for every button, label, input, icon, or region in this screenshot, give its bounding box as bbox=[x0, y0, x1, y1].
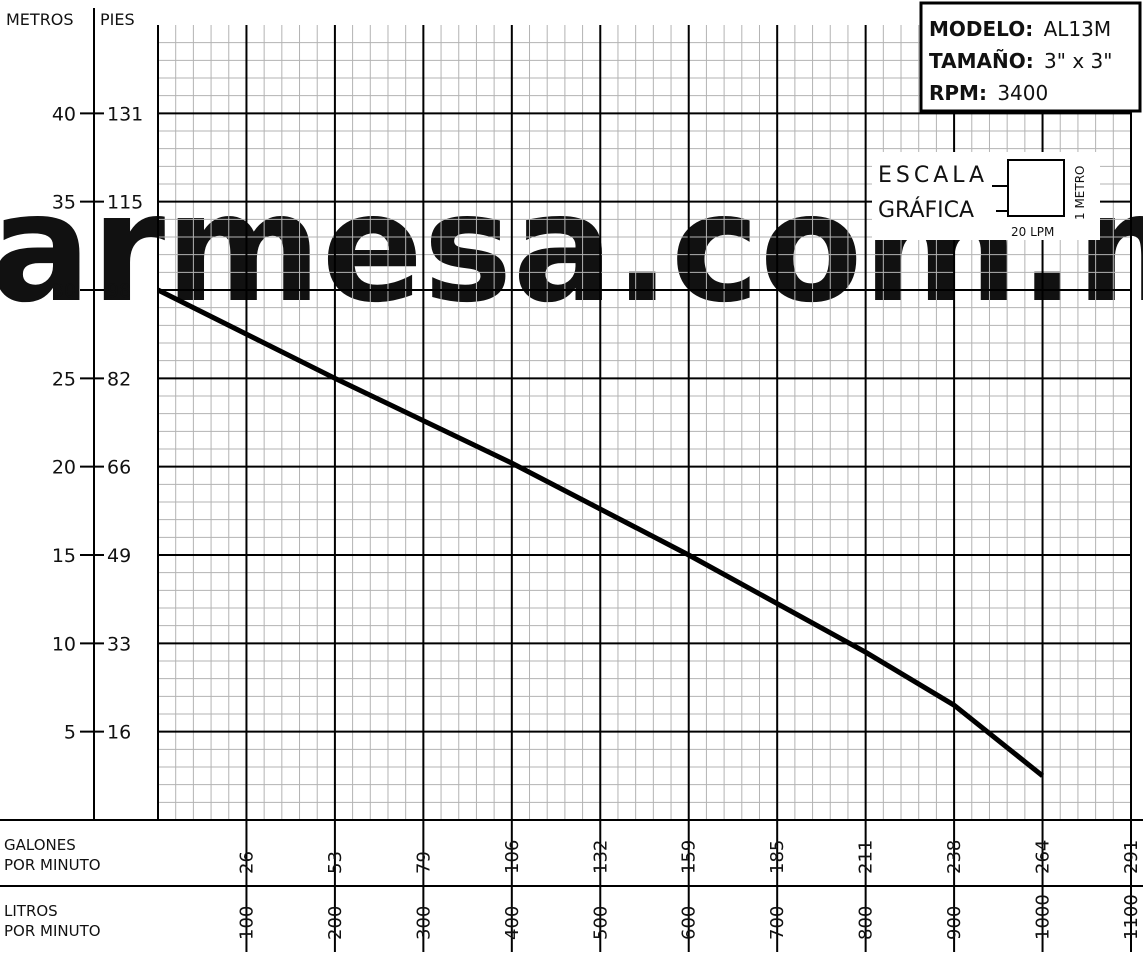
lpm-label-line2: POR MINUTO bbox=[4, 922, 101, 940]
y-tick-label-metros: 30 bbox=[52, 280, 76, 302]
x-tick-label-gpm: 79 bbox=[413, 851, 434, 874]
y-tick-label-pies: 98 bbox=[107, 280, 131, 302]
x-tick-label-gpm: 185 bbox=[767, 840, 788, 874]
model-line: MODELO: AL13M bbox=[929, 17, 1111, 41]
x-tick-label-gpm: 159 bbox=[679, 840, 700, 874]
y-tick-label-metros: 35 bbox=[52, 192, 76, 214]
rpm-value: 3400 bbox=[997, 81, 1048, 105]
lpm-label-line1: LITROS bbox=[4, 902, 58, 920]
x-tick-label-lpm: 900 bbox=[944, 906, 965, 940]
model-label: MODELO: bbox=[929, 17, 1033, 41]
y-tick-label-pies: 16 bbox=[107, 722, 131, 744]
x-tick-label-gpm: 291 bbox=[1121, 840, 1142, 874]
gpm-label-line2: POR MINUTO bbox=[4, 856, 101, 874]
x-tick-label-gpm: 26 bbox=[236, 851, 257, 874]
x-tick-label-lpm: 100 bbox=[236, 906, 257, 940]
y-tick-label-pies: 82 bbox=[107, 368, 131, 390]
y-tick-label-pies: 131 bbox=[107, 103, 143, 125]
scale-square bbox=[1008, 160, 1064, 216]
metros-header: METROS bbox=[6, 10, 74, 29]
y-tick-label-metros: 15 bbox=[52, 545, 76, 567]
scale-vertical-label: 1 METRO bbox=[1073, 166, 1087, 221]
x-tick-label-lpm: 1000 bbox=[1033, 894, 1054, 940]
x-tick-label-gpm: 238 bbox=[944, 840, 965, 874]
y-tick-label-metros: 5 bbox=[64, 722, 76, 744]
minor-grid bbox=[158, 25, 1131, 820]
model-value: AL13M bbox=[1044, 17, 1112, 41]
size-line: TAMAÑO: 3" x 3" bbox=[929, 49, 1112, 73]
x-tick-label-lpm: 1100 bbox=[1121, 894, 1142, 940]
rpm-line: RPM: 3400 bbox=[929, 81, 1048, 105]
x-tick-label-lpm: 800 bbox=[856, 906, 877, 940]
gpm-label-line1: GALONES bbox=[4, 836, 76, 854]
scale-legend-line2: GRÁFICA bbox=[878, 197, 974, 223]
y-tick-label-pies: 49 bbox=[107, 545, 131, 567]
model-info-box: MODELO: AL13M TAMAÑO: 3" x 3" RPM: 3400 bbox=[921, 3, 1140, 111]
scale-legend-line1: ESCALA bbox=[878, 163, 988, 188]
x-tick-label-lpm: 200 bbox=[325, 906, 346, 940]
x-tick-label-lpm: 500 bbox=[590, 906, 611, 940]
x-tick-label-gpm: 106 bbox=[502, 840, 523, 874]
x-tick-label-gpm: 132 bbox=[590, 840, 611, 874]
y-tick-label-pies: 33 bbox=[107, 633, 131, 655]
size-label: TAMAÑO: bbox=[929, 49, 1034, 73]
y-tick-label-metros: 10 bbox=[52, 633, 76, 655]
rpm-label: RPM: bbox=[929, 81, 987, 105]
y-tick-label-metros: 40 bbox=[52, 103, 76, 125]
x-tick-label-lpm: 400 bbox=[502, 906, 523, 940]
pies-header: PIES bbox=[100, 10, 135, 29]
scale-legend: ESCALA GRÁFICA 1 METRO 20 LPM bbox=[872, 152, 1100, 240]
x-tick-label-gpm: 53 bbox=[325, 851, 346, 874]
x-tick-label-lpm: 700 bbox=[767, 906, 788, 940]
y-tick-label-pies: 115 bbox=[107, 192, 143, 214]
x-ticks-gpm: 26 53 79 106 132 159 185 211 238 264 291 bbox=[236, 840, 1142, 874]
scale-horizontal-label: 20 LPM bbox=[1011, 225, 1054, 239]
size-value: 3" x 3" bbox=[1044, 49, 1112, 73]
x-tick-label-gpm: 264 bbox=[1033, 840, 1054, 874]
y-tick-label-metros: 25 bbox=[52, 368, 76, 390]
x-tick-label-lpm: 600 bbox=[679, 906, 700, 940]
x-tick-label-lpm: 300 bbox=[413, 906, 434, 940]
y-tick-label-metros: 20 bbox=[52, 457, 76, 479]
y-tick-label-pies: 66 bbox=[107, 457, 131, 479]
x-tick-label-gpm: 211 bbox=[856, 840, 877, 874]
